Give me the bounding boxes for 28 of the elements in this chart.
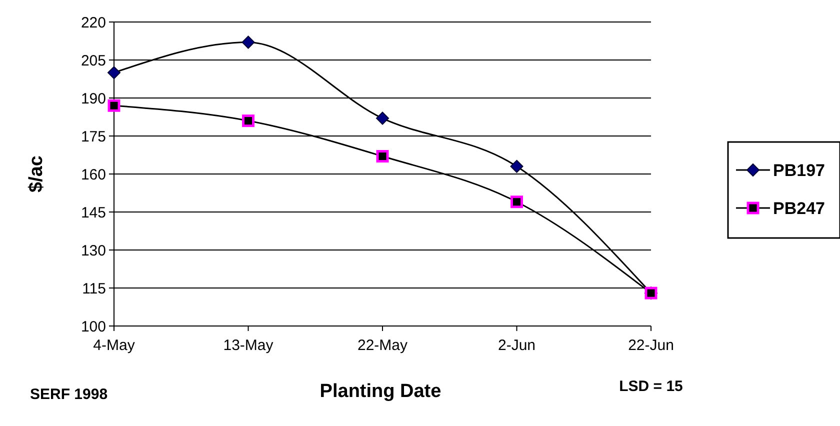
point bbox=[510, 160, 524, 173]
x-tick-label: 4-May bbox=[93, 337, 136, 354]
text: SERF 1998 bbox=[30, 386, 108, 403]
point bbox=[242, 114, 254, 128]
y-tick-label: 115 bbox=[82, 280, 106, 298]
point bbox=[376, 112, 389, 125]
legend-label: PB247 bbox=[773, 198, 825, 218]
y-tick-label: 130 bbox=[80, 242, 106, 260]
y-tick-label: 100 bbox=[80, 318, 106, 336]
x-tick-label: 22-May bbox=[357, 337, 408, 354]
y-axis-title: $/ac bbox=[26, 155, 47, 192]
x-tick-label: 13-May bbox=[223, 337, 274, 354]
y-tick-label: 190 bbox=[80, 90, 106, 108]
x-tick-label: 22-Jun bbox=[628, 337, 674, 354]
y-tick-label: 220 bbox=[80, 14, 106, 32]
y-tick-label: 205 bbox=[80, 52, 106, 70]
y-tick-label: 175 bbox=[80, 128, 106, 146]
point bbox=[510, 196, 523, 208]
point bbox=[108, 66, 120, 80]
x-tick-label: 2-Jun bbox=[498, 337, 536, 354]
point bbox=[242, 36, 255, 49]
legend-label: PB197 bbox=[773, 160, 825, 180]
text: LSD = 15 bbox=[619, 378, 683, 395]
x-axis-title: Planting Date bbox=[320, 381, 442, 402]
y-tick-label: 145 bbox=[80, 204, 106, 222]
point bbox=[108, 99, 120, 112]
y-tick-label: 160 bbox=[80, 166, 106, 184]
point bbox=[376, 150, 389, 163]
